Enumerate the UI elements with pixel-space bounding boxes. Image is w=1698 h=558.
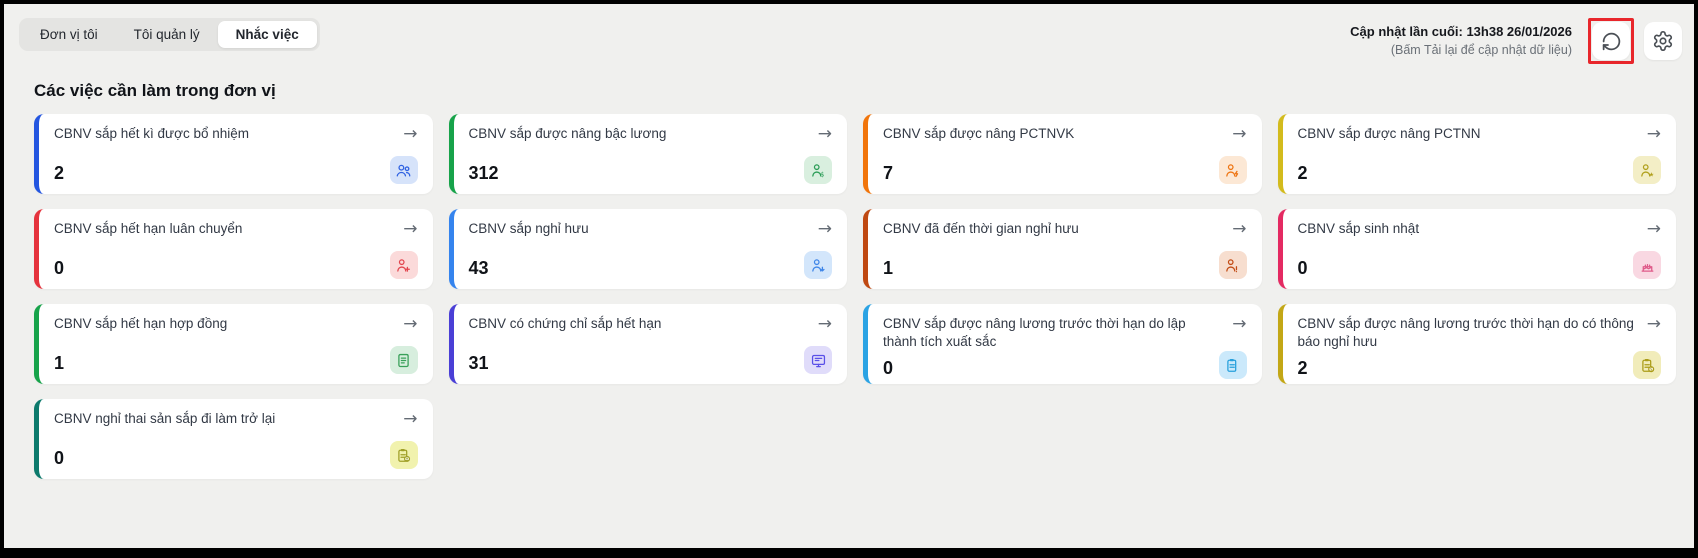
card-value: 1: [54, 353, 65, 373]
arrow-icon[interactable]: →: [817, 314, 832, 334]
arrow-icon[interactable]: →: [403, 314, 418, 334]
card-value: 43: [468, 258, 489, 278]
card-value: 7: [883, 163, 894, 183]
annotation-highlight: [1588, 18, 1634, 64]
card-value: 1: [883, 258, 894, 278]
clipboard-icon: [1218, 351, 1247, 380]
task-card[interactable]: CBNV sắp được nâng PCTNN → 2 ★: [1277, 114, 1676, 194]
person-alert-icon: [1218, 251, 1247, 279]
settings-button[interactable]: [1644, 22, 1682, 60]
task-card[interactable]: CBNV sắp hết kì được bổ nhiệm → 2: [34, 114, 433, 194]
svg-text:$: $: [1649, 367, 1652, 373]
tab-nhac-viec[interactable]: Nhắc việc: [217, 21, 317, 48]
task-card[interactable]: CBNV sắp được nâng lương trước thời hạn …: [863, 304, 1262, 384]
cake-icon: [1633, 251, 1661, 279]
card-title: CBNV đã đến thời gian nghỉ hưu: [883, 221, 1079, 236]
card-value: 0: [883, 358, 894, 379]
card-title: CBNV nghỉ thai sản sắp đi làm trở lại: [54, 411, 276, 426]
task-card[interactable]: CBNV sắp hết hạn luân chuyển → 0: [34, 209, 433, 289]
reload-icon: [1601, 31, 1622, 52]
card-title: CBNV sắp được nâng lương trước thời hạn …: [883, 316, 1186, 350]
person-bolt-icon: [1218, 156, 1247, 184]
arrow-icon[interactable]: →: [1232, 314, 1247, 334]
section-title: Các việc cần làm trong đơn vị: [34, 81, 276, 100]
update-info: Cập nhật lần cuối: 13h38 26/01/2026 (Bấm…: [1350, 23, 1572, 60]
task-card[interactable]: CBNV sắp sinh nhật → 0: [1277, 209, 1676, 289]
arrow-icon[interactable]: →: [1646, 219, 1661, 239]
certificate-icon: [804, 346, 832, 374]
contract-icon: [389, 346, 418, 374]
person-plus-icon: [389, 251, 418, 279]
person-dollar-icon: $: [804, 156, 832, 184]
task-card[interactable]: CBNV đã đến thời gian nghỉ hưu → 1: [863, 209, 1262, 289]
card-title: CBNV sắp được nâng lương trước thời hạn …: [1297, 316, 1634, 350]
card-value: 0: [54, 448, 65, 468]
card-value: 312: [468, 163, 499, 183]
card-value: 2: [54, 163, 65, 183]
last-updated-text: Cập nhật lần cuối: 13h38 26/01/2026: [1350, 23, 1572, 39]
card-title: CBNV sắp sinh nhật: [1297, 221, 1420, 236]
gear-icon: [1652, 30, 1674, 52]
card-title: CBNV sắp được nâng bậc lương: [468, 126, 667, 141]
task-card[interactable]: CBNV có chứng chỉ sắp hết hạn → 31: [448, 304, 847, 384]
tab-toi-quan-ly[interactable]: Tôi quản lý: [133, 27, 200, 42]
arrow-icon[interactable]: →: [403, 409, 418, 429]
card-value: 31: [468, 353, 489, 373]
arrow-icon[interactable]: →: [1646, 124, 1661, 144]
card-title: CBNV sắp nghỉ hưu: [468, 221, 589, 236]
tab-don-vi-toi[interactable]: Đơn vị tôi: [40, 27, 98, 42]
top-bar: Đơn vị tôi Tôi quản lý Nhắc việc Cập nhậ…: [4, 4, 1694, 64]
svg-text:★: ★: [1648, 171, 1653, 178]
person-star-icon: ★: [1633, 156, 1661, 184]
clipboard-coin-icon: $: [1633, 351, 1661, 380]
top-right-controls: Cập nhật lần cuối: 13h38 26/01/2026 (Bấm…: [1350, 18, 1682, 64]
arrow-icon[interactable]: →: [403, 124, 418, 144]
task-card[interactable]: CBNV sắp nghỉ hưu → 43: [448, 209, 847, 289]
person-down-icon: [804, 251, 832, 279]
card-title: CBNV sắp được nâng PCTNN: [1297, 126, 1481, 141]
arrow-icon[interactable]: →: [817, 219, 832, 239]
arrow-icon[interactable]: →: [1232, 219, 1247, 239]
reload-hint-text: (Bấm Tải lại để cập nhật dữ liệu): [1390, 43, 1572, 58]
card-value: 2: [1297, 163, 1308, 183]
arrow-icon[interactable]: →: [1646, 314, 1661, 334]
tab-bar: Đơn vị tôi Tôi quản lý Nhắc việc: [19, 18, 320, 51]
card-value: 2: [1297, 358, 1308, 379]
card-title: CBNV sắp hết hạn hợp đồng: [54, 316, 228, 331]
card-title: CBNV có chứng chỉ sắp hết hạn: [468, 316, 662, 331]
people-icon: [389, 156, 418, 184]
task-card[interactable]: CBNV sắp được nâng lương trước thời hạn …: [1277, 304, 1676, 384]
card-title: CBNV sắp được nâng PCTNVK: [883, 126, 1075, 141]
task-card[interactable]: CBNV sắp được nâng PCTNVK → 7: [863, 114, 1262, 194]
arrow-icon[interactable]: →: [817, 124, 832, 144]
clipboard-person-icon: [389, 441, 418, 469]
reload-button[interactable]: [1592, 22, 1630, 60]
task-card[interactable]: CBNV sắp được nâng bậc lương → 312 $: [448, 114, 847, 194]
arrow-icon[interactable]: →: [1232, 124, 1247, 144]
card-value: 0: [54, 258, 65, 278]
card-title: CBNV sắp hết hạn luân chuyển: [54, 221, 243, 236]
cards-grid: CBNV sắp hết kì được bổ nhiệm → 2 CBNV s…: [4, 114, 1694, 479]
svg-text:$: $: [820, 170, 824, 178]
task-card[interactable]: CBNV sắp hết hạn hợp đồng → 1: [34, 304, 433, 384]
task-card[interactable]: CBNV nghỉ thai sản sắp đi làm trở lại → …: [34, 399, 433, 479]
card-value: 0: [1297, 258, 1308, 278]
arrow-icon[interactable]: →: [403, 219, 418, 239]
card-title: CBNV sắp hết kì được bổ nhiệm: [54, 126, 249, 141]
